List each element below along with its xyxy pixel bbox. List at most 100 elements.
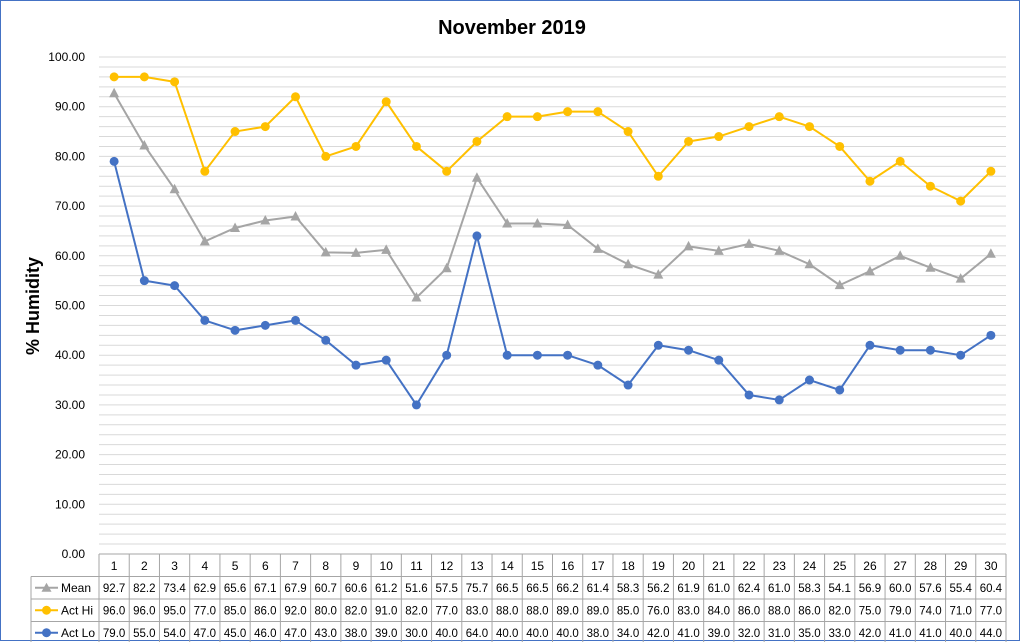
table-cell: 88.0 [496, 605, 518, 617]
data-point [109, 87, 120, 98]
x-tick-label: 15 [531, 559, 545, 573]
y-tick-label: 100.00 [48, 50, 85, 64]
data-point [230, 222, 241, 232]
data-point [351, 141, 361, 151]
table-cell: 67.9 [284, 583, 306, 595]
x-tick-label: 11 [410, 559, 423, 573]
data-point [955, 273, 966, 283]
table-cell: 38.0 [587, 628, 609, 640]
table-cell: 32.0 [738, 628, 760, 640]
table-cell: 61.0 [768, 583, 790, 595]
table-cell: 66.2 [556, 583, 578, 595]
table-cell: 41.0 [677, 628, 699, 640]
data-point [441, 262, 452, 273]
x-tick-label: 10 [380, 559, 394, 573]
data-point [925, 181, 935, 191]
table-cell: 54.1 [829, 583, 851, 595]
data-point [986, 330, 996, 340]
table-cell: 40.0 [496, 628, 518, 640]
chart-title: November 2019 [438, 17, 586, 39]
y-tick-label: 20.00 [55, 448, 85, 462]
table-cell: 88.0 [768, 605, 790, 617]
table-cell: 35.0 [798, 628, 820, 640]
table-cell: 40.0 [526, 628, 548, 640]
table-cell: 31.0 [768, 628, 790, 640]
x-tick-label: 4 [201, 559, 208, 573]
data-point [683, 240, 694, 251]
data-point [925, 345, 935, 355]
data-point [230, 325, 240, 335]
table-cell: 89.0 [587, 605, 609, 617]
data-point [442, 350, 452, 360]
data-point [230, 127, 240, 137]
x-tick-label: 9 [353, 559, 360, 573]
table-cell: 62.4 [738, 583, 761, 595]
data-point [320, 246, 331, 257]
table-cell: 47.0 [284, 628, 306, 640]
x-tick-label: 2 [141, 559, 148, 573]
table-cell: 40.0 [435, 628, 457, 640]
y-tick-label: 40.00 [55, 348, 85, 362]
table-cell: 77.0 [194, 605, 216, 617]
y-tick-label: 30.00 [55, 398, 85, 412]
data-point [956, 196, 966, 206]
table-cell: 61.9 [677, 583, 699, 595]
y-tick-label: 0.00 [62, 547, 86, 561]
data-point [653, 269, 664, 279]
table-cell: 62.9 [194, 583, 216, 595]
x-tick-label: 27 [894, 559, 908, 573]
data-point [804, 258, 815, 269]
data-point [834, 279, 845, 290]
data-point [623, 127, 633, 137]
x-tick-label: 24 [803, 559, 817, 573]
data-point [411, 292, 422, 302]
table-cell: 57.5 [435, 583, 457, 595]
y-axis-label: % Humidity [23, 257, 43, 355]
data-point [170, 77, 180, 87]
data-point [502, 350, 512, 360]
x-tick-label: 14 [500, 559, 514, 573]
legend-key-marker [42, 628, 51, 638]
legend-key-marker [41, 582, 52, 592]
table-cell: 56.9 [859, 583, 881, 595]
data-point [895, 345, 905, 355]
table-cell: 86.0 [738, 605, 760, 617]
data-point [502, 217, 513, 228]
y-tick-label: 10.00 [55, 497, 85, 511]
data-point [532, 350, 542, 360]
table-cell: 42.0 [647, 628, 669, 640]
x-tick-label: 21 [712, 559, 726, 573]
data-point [713, 245, 724, 255]
x-tick-label: 13 [470, 559, 484, 573]
data-point [350, 247, 361, 257]
x-tick-label: 17 [591, 559, 605, 573]
data-point [290, 211, 301, 221]
data-point [653, 340, 663, 350]
data-point [260, 122, 270, 132]
data-point [985, 248, 996, 258]
data-point [472, 136, 482, 146]
table-cell: 40.0 [556, 628, 578, 640]
table-cell: 44.0 [980, 628, 1002, 640]
data-point [956, 350, 966, 360]
table-cell: 74.0 [919, 605, 941, 617]
table-cell: 45.0 [224, 628, 246, 640]
data-point [471, 172, 482, 182]
data-point [623, 258, 634, 269]
data-point [411, 400, 421, 410]
table-cell: 89.0 [556, 605, 578, 617]
y-tick-label: 50.00 [55, 299, 85, 313]
table-cell: 75.0 [859, 605, 881, 617]
table-cell: 61.2 [375, 583, 397, 595]
table-cell: 85.0 [224, 605, 246, 617]
data-point [774, 395, 784, 405]
series-line [114, 75, 992, 203]
table-cell: 86.0 [798, 605, 820, 617]
data-point [865, 176, 875, 186]
data-point [381, 97, 391, 107]
table-cell: 41.0 [919, 628, 941, 640]
table-cell: 83.0 [677, 605, 699, 617]
table-cell: 51.6 [405, 583, 427, 595]
data-point [563, 107, 573, 117]
